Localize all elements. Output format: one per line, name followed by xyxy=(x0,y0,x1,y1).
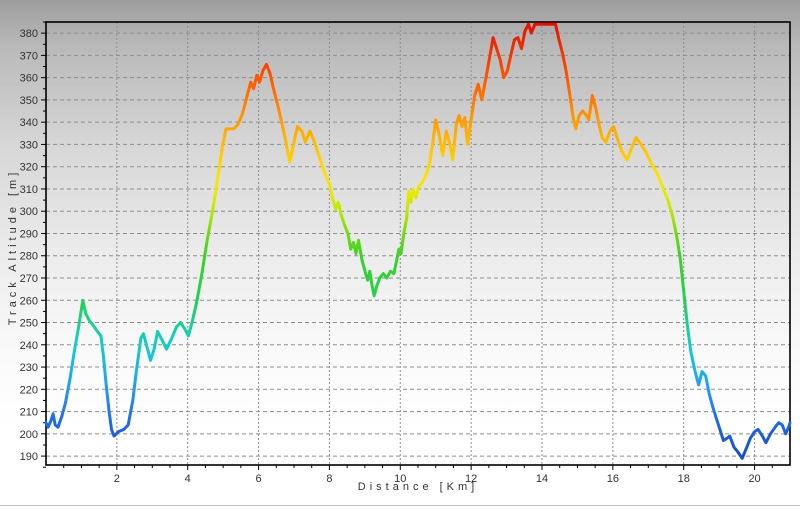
y-tick-label: 380 xyxy=(20,28,38,40)
y-tick-label: 240 xyxy=(20,340,38,352)
y-tick-label: 330 xyxy=(20,139,38,151)
y-tick-label: 290 xyxy=(20,228,38,240)
tick-labels: 1902002102202302402502602702802903003103… xyxy=(20,28,761,485)
y-tick-label: 200 xyxy=(20,429,38,441)
x-axis-title: Distance [Km] xyxy=(357,481,479,493)
axis-ticks xyxy=(41,21,773,470)
y-axis-title: Track Altitude [m] xyxy=(7,168,19,326)
x-tick-label: 12 xyxy=(465,473,477,485)
y-tick-label: 350 xyxy=(20,95,38,107)
y-tick-label: 220 xyxy=(20,384,38,396)
y-tick-label: 230 xyxy=(20,362,38,374)
x-tick-label: 20 xyxy=(748,473,760,485)
x-tick-label: 2 xyxy=(114,473,120,485)
y-tick-label: 190 xyxy=(20,451,38,463)
y-tick-label: 210 xyxy=(20,407,38,419)
y-tick-label: 360 xyxy=(20,73,38,85)
gridlines xyxy=(46,22,790,465)
y-tick-label: 270 xyxy=(20,273,38,285)
y-tick-label: 310 xyxy=(20,184,38,196)
y-tick-label: 250 xyxy=(20,318,38,330)
plot-border xyxy=(45,21,791,466)
x-tick-label: 8 xyxy=(326,473,332,485)
x-tick-label: 14 xyxy=(536,473,548,485)
y-tick-label: 320 xyxy=(20,162,38,174)
y-tick-label: 300 xyxy=(20,206,38,218)
x-tick-label: 10 xyxy=(394,473,406,485)
y-tick-label: 340 xyxy=(20,117,38,129)
x-tick-label: 16 xyxy=(607,473,619,485)
x-tick-label: 4 xyxy=(185,473,191,485)
x-tick-label: 6 xyxy=(256,473,262,485)
track-altitude-line xyxy=(44,22,792,460)
window-bottom-edge xyxy=(0,505,800,506)
y-tick-label: 260 xyxy=(20,295,38,307)
y-tick-label: 370 xyxy=(20,50,38,62)
y-tick-label: 280 xyxy=(20,251,38,263)
x-tick-label: 18 xyxy=(678,473,690,485)
